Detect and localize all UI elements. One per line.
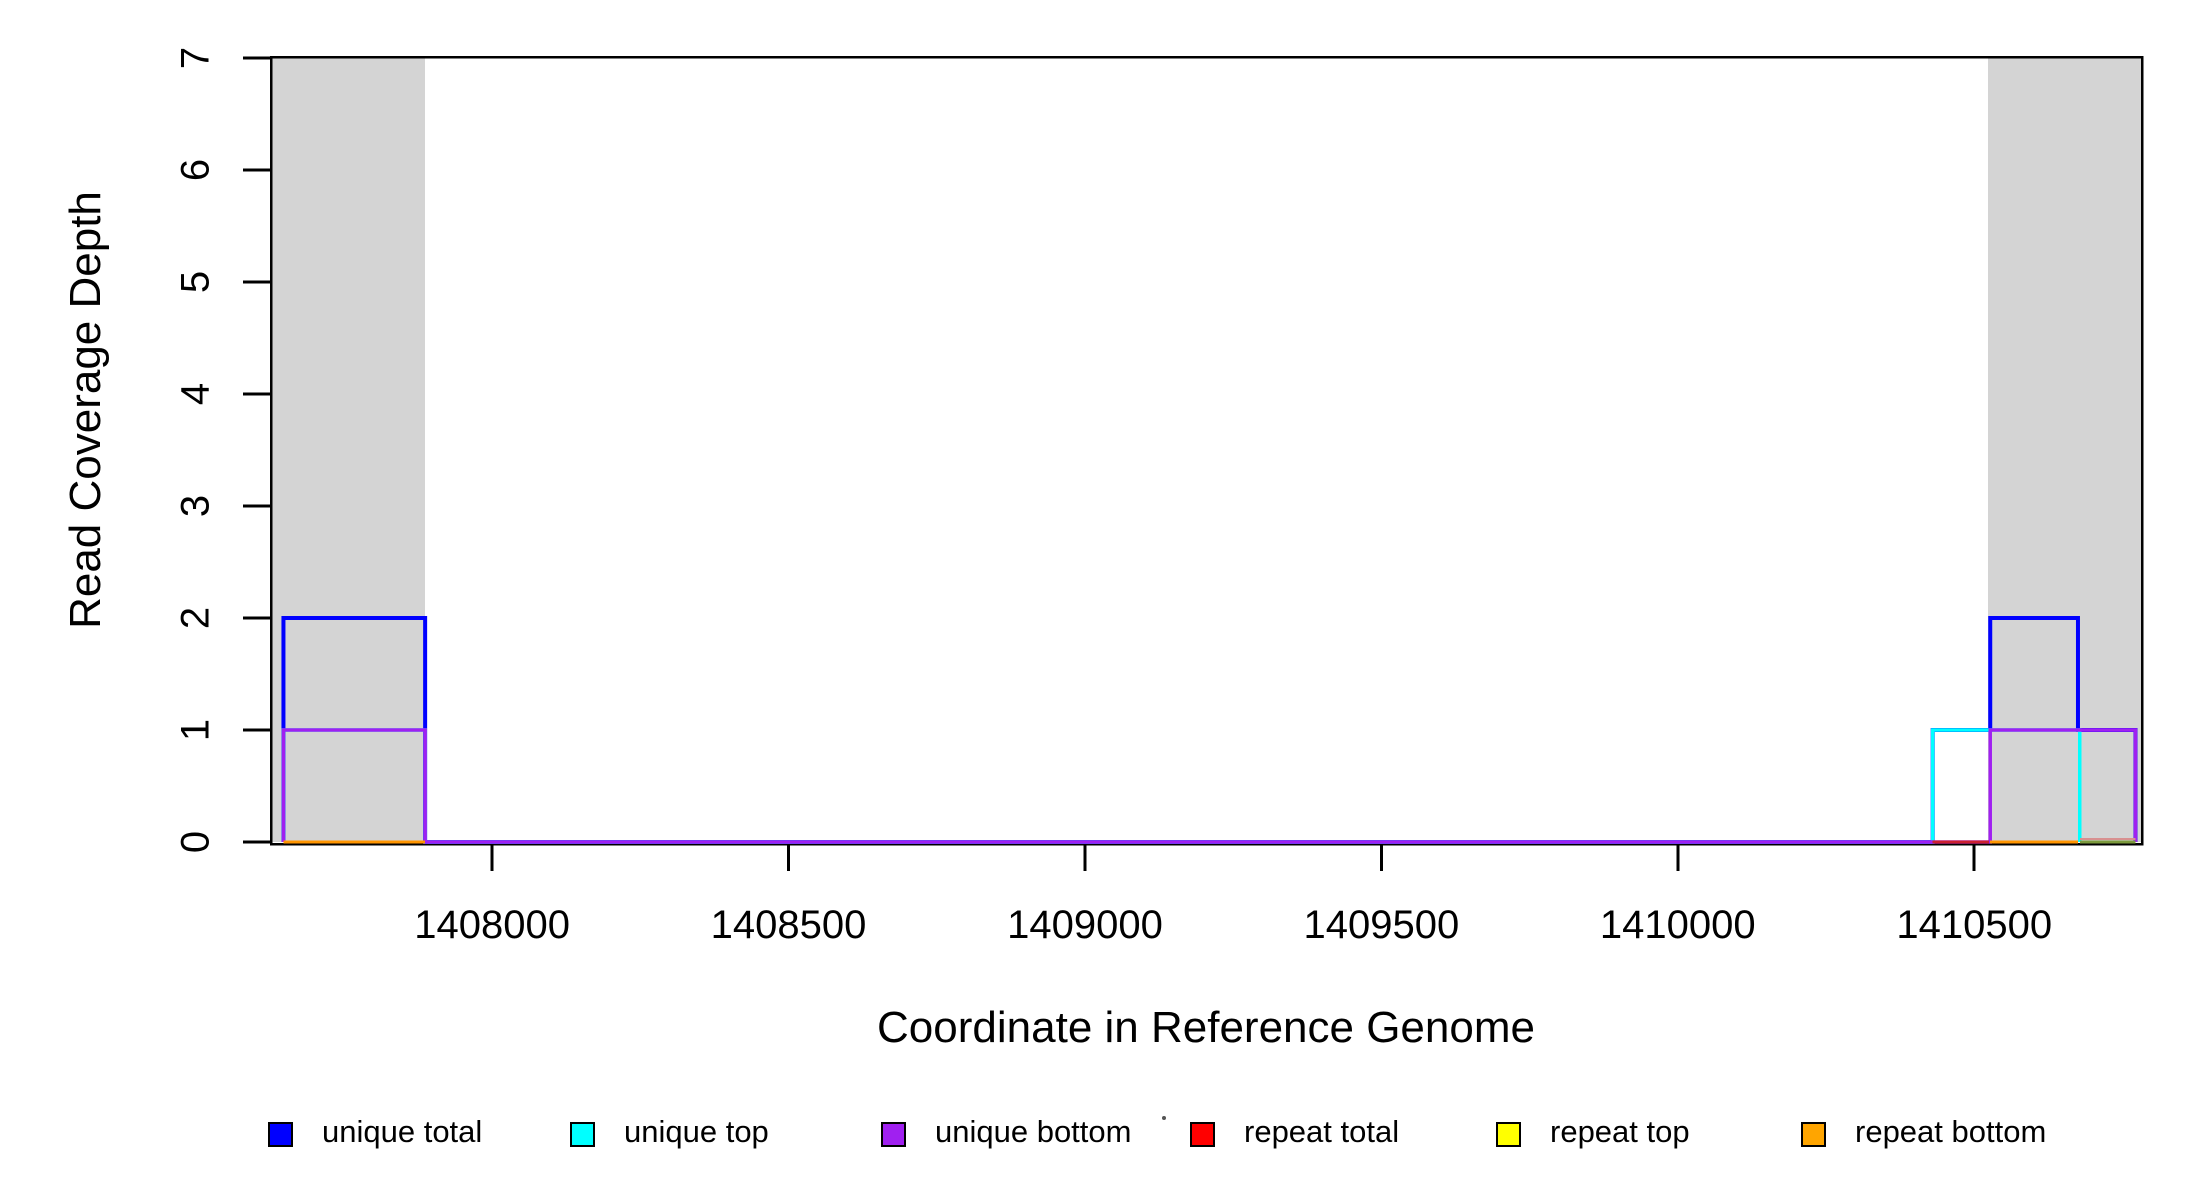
- y-tick-label: 7: [173, 46, 218, 70]
- series-unique-total: [281, 616, 2138, 844]
- legend-swatch-icon: [268, 1122, 293, 1147]
- legend-label: unique total: [322, 1114, 483, 1149]
- legend-label: repeat top: [1550, 1114, 1690, 1149]
- x-tick-label: 1408500: [710, 903, 867, 947]
- y-axis-title: Read Coverage Depth: [61, 191, 110, 629]
- legend-swatch-icon: [1190, 1122, 1215, 1147]
- series-unique-top: [281, 728, 2082, 844]
- x-tick-label: 1409500: [1303, 903, 1460, 947]
- x-tick-label: 1409000: [1007, 903, 1163, 947]
- y-tick-label: 6: [173, 158, 218, 182]
- legend-swatch-icon: [1496, 1122, 1521, 1147]
- y-tick-label: 2: [173, 606, 218, 630]
- y-tick-label: 3: [173, 494, 218, 518]
- legend-label: unique bottom: [935, 1114, 1132, 1149]
- legend-swatch-icon: [881, 1122, 906, 1147]
- legend-swatch-icon: [570, 1122, 595, 1147]
- series-unique-bottom: [281, 728, 2138, 844]
- x-tick-label: 1410000: [1599, 903, 1756, 947]
- legend-label: unique top: [624, 1114, 769, 1149]
- y-tick-label: 5: [173, 270, 218, 294]
- repeat-region-band: [271, 58, 426, 842]
- x-tick-label: 1410500: [1896, 903, 2053, 947]
- y-tick-label: 0: [173, 830, 218, 854]
- legend-label: repeat total: [1244, 1114, 1400, 1149]
- stray-dot: [1162, 1116, 1166, 1120]
- plot-box: [269, 55, 2144, 846]
- legend-label: repeat bottom: [1855, 1114, 2047, 1149]
- legend-swatch-icon: [1801, 1122, 1826, 1147]
- repeat-region-band: [1987, 58, 2142, 842]
- x-tick-label: 1408000: [414, 903, 570, 947]
- y-tick-label: 1: [173, 718, 218, 742]
- x-axis-title: Coordinate in Reference Genome: [877, 1003, 1535, 1052]
- y-tick-label: 4: [173, 382, 218, 406]
